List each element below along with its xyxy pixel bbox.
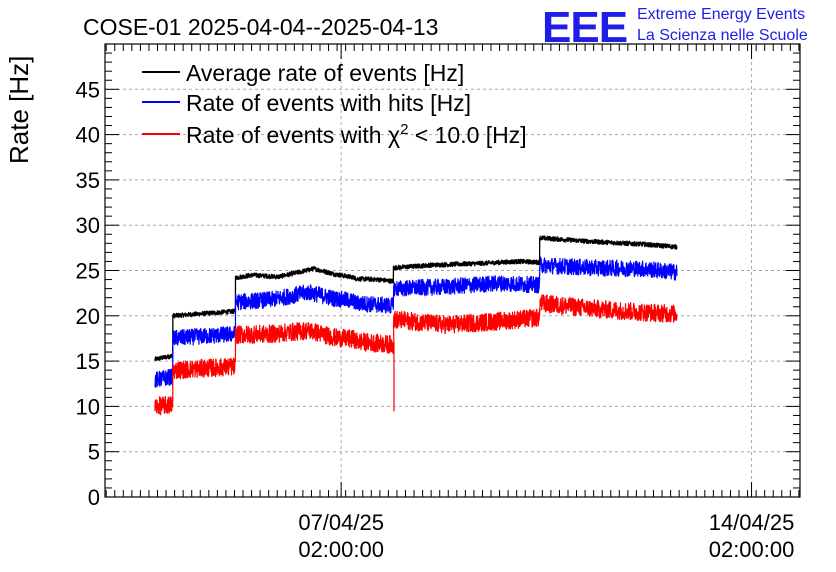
legend-label: Rate of events with hits [Hz]: [186, 90, 471, 116]
y-tick-label: 0: [88, 485, 100, 510]
axes: [104, 43, 801, 498]
legend: Average rate of events [Hz] Rate of event…: [142, 60, 527, 148]
y-tick-label: 45: [76, 77, 100, 102]
y-axis-label: Rate [Hz]: [4, 56, 34, 164]
series-1: [154, 235, 678, 362]
plot-frame: [104, 43, 801, 498]
eee-logo-line2: La Scienza nelle Scuole: [637, 27, 808, 44]
legend-entry-1: Average rate of events [Hz]: [142, 60, 464, 86]
y-tick-label: 20: [76, 304, 100, 329]
x-tick-time: 02:00:00: [709, 537, 795, 562]
series-3: [154, 294, 678, 416]
eee-logo-line1: Extreme Energy Events: [637, 6, 805, 23]
legend-label: Average rate of events [Hz]: [186, 60, 464, 86]
series-2: [154, 256, 678, 388]
y-tick-label: 40: [76, 123, 100, 148]
legend-entry-3: Rate of events with χ2 < 10.0 [Hz]: [142, 121, 527, 148]
y-tick-label: 5: [88, 440, 100, 465]
series-line: [154, 294, 678, 416]
series-line: [154, 235, 678, 362]
x-tick-date: 07/04/25: [298, 510, 384, 535]
chart-title: COSE-01 2025-04-04--2025-04-13: [83, 14, 438, 40]
eee-logo: EEE Extreme Energy Events La Scienza nel…: [542, 3, 808, 52]
y-tick-label: 15: [76, 349, 100, 374]
x-tick-time: 02:00:00: [298, 537, 384, 562]
y-tick-label: 30: [76, 213, 100, 238]
legend-entry-2: Rate of events with hits [Hz]: [142, 90, 471, 116]
x-tick-date: 14/04/25: [709, 510, 795, 535]
series-line: [154, 256, 678, 388]
y-tick-label: 35: [76, 168, 100, 193]
legend-label: Rate of events with χ2 < 10.0 [Hz]: [186, 121, 527, 148]
data-series: [154, 235, 678, 416]
y-tick-label: 25: [76, 259, 100, 284]
eee-logo-mark: EEE: [542, 3, 627, 52]
tick-labels: 05101520253035404507/04/2502:00:0014/04/…: [76, 77, 795, 562]
y-tick-label: 10: [76, 394, 100, 419]
